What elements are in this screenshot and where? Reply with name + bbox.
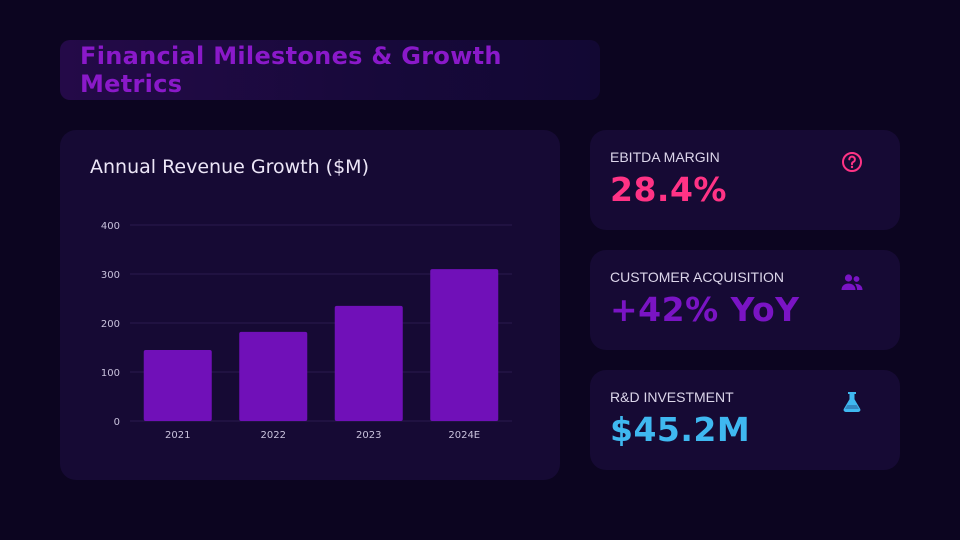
kpi-value-ebitda: 28.4% xyxy=(610,170,727,209)
title-banner: Financial Milestones & Growth Metrics xyxy=(60,40,600,100)
x-tick-label: 2021 xyxy=(165,430,190,441)
kpi-card-customer-acquisition: CUSTOMER ACQUISITION +42% YoY xyxy=(590,250,900,350)
x-tick-label: 2024E xyxy=(448,430,480,441)
y-tick-label: 300 xyxy=(101,270,120,281)
users-icon xyxy=(841,274,863,290)
revenue-chart-card: Annual Revenue Growth ($M) 0 100 200 300 400… xyxy=(60,130,560,480)
kpi-card-ebitda: EBITDA MARGIN 28.4% xyxy=(590,130,900,230)
revenue-bar-chart: 0 100 200 300 400 2021 2022 2023 2024E xyxy=(101,221,512,441)
x-tick-label: 2022 xyxy=(261,430,286,441)
question-circle-icon xyxy=(842,152,862,172)
y-tick-label: 400 xyxy=(101,221,120,232)
kpi-label-ebitda: EBITDA MARGIN xyxy=(610,149,720,165)
page-title: Financial Milestones & Growth Metrics xyxy=(80,42,502,98)
bar-2022 xyxy=(239,331,308,421)
kpi-value-customer-acquisition: +42% YoY xyxy=(610,290,800,329)
y-tick-label: 100 xyxy=(101,368,120,379)
kpi-label-customer-acquisition: CUSTOMER ACQUISITION xyxy=(610,269,784,285)
kpi-card-rnd-investment: R&D INVESTMENT $45.2M xyxy=(590,370,900,470)
bar-2023 xyxy=(334,305,403,421)
kpi-value-rnd-investment: $45.2M xyxy=(610,410,751,449)
kpi-label-rnd-investment: R&D INVESTMENT xyxy=(610,389,734,405)
y-tick-label: 0 xyxy=(114,417,120,428)
chart-title: Annual Revenue Growth ($M) xyxy=(90,156,369,178)
bar-2024e xyxy=(430,269,499,421)
flask-icon xyxy=(843,392,861,413)
bar-2021 xyxy=(143,349,212,421)
x-tick-label: 2023 xyxy=(356,430,381,441)
y-tick-label: 200 xyxy=(101,319,120,330)
